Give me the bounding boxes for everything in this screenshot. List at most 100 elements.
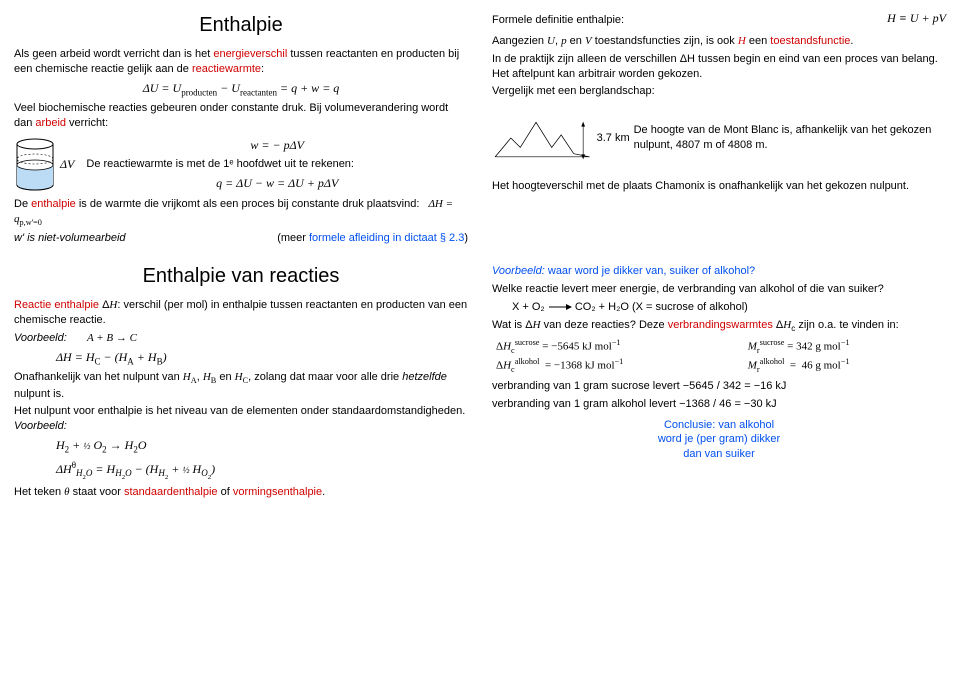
br-p3g: zijn o.a. te vinden in:	[795, 319, 898, 331]
delta-v-label: ΔV	[60, 156, 74, 172]
bl-HA: HA	[183, 371, 197, 383]
beaker-icon	[14, 137, 56, 191]
tr-p2i: een	[746, 35, 770, 47]
bl-p2e: en	[216, 371, 234, 383]
bl-p3: Het nulpunt voor enthalpie is het niveau…	[14, 404, 468, 434]
eq-right: CO₂ + H₂O (X = sucrose of alkohol)	[575, 301, 748, 313]
bl-p4e: of	[218, 486, 233, 498]
dHc-alkohol: ΔHcalkohol = −1368 kJ mol−1	[496, 356, 720, 375]
arrow-icon	[548, 302, 572, 312]
title-reactions: Enthalpie van reacties	[14, 263, 468, 290]
br-p3d: Δ	[773, 319, 783, 331]
tr-p2k: .	[850, 35, 853, 47]
mountain-caption: De hoogte van de Mont Blanc is, afhankel…	[634, 123, 946, 153]
eq-w: w = − pΔV	[86, 137, 468, 153]
term-arbeid: arbeid	[35, 117, 66, 129]
link-afleiding: formele afleiding in dictaat § 2.3	[309, 232, 464, 244]
mountain-row: 3.7 km De hoogte van de Mont Blanc is, a…	[492, 103, 946, 173]
tl-p3c: is de warmte die vrijkomt als een proces…	[76, 198, 420, 210]
br-p1: Voorbeeld: waar word je dikker van, suik…	[492, 264, 946, 279]
bl-HB: HB	[203, 371, 216, 383]
bl-p4a: Het teken	[14, 486, 64, 498]
voorbeeld-label: Voorbeeld:	[14, 332, 67, 344]
eq-dH-h2o: ΔHθH2O = HH2O − (HH2 + ½ HO2)	[28, 459, 468, 482]
eq-Hdef: H ≡ U + pV	[887, 10, 946, 26]
eq-h2o: H2 + ½ O2 → H2O	[28, 437, 468, 456]
panel-formal-def: Formele definitie enthalpie: H ≡ U + pV …	[492, 10, 946, 249]
term-vormingsenthalpie: vormingsenthalpie	[233, 486, 322, 498]
bl-p4: Het teken θ staat voor standaardenthalpi…	[14, 485, 468, 500]
br-p5: verbranding van 1 gram alkohol levert −1…	[492, 397, 946, 412]
tr-p2e: en	[567, 35, 585, 47]
tl-p1: Als geen arbeid wordt verricht dan is he…	[14, 47, 468, 77]
bl-p3a: Het nulpunt voor enthalpie is het niveau…	[14, 405, 465, 417]
br-p3a2: H	[533, 319, 541, 331]
bl-p2a: Onafhankelijk van het nulpunt van	[14, 371, 183, 383]
tl-p3a: De	[14, 198, 31, 210]
bl-p4g: .	[322, 486, 325, 498]
bl-voorbeeld: Voorbeeld: A + B → C	[14, 331, 468, 346]
tl-p2: Veel biochemische reacties gebeuren onde…	[14, 101, 468, 131]
concl2: word je (per gram) dikker	[658, 433, 780, 445]
title-enthalpie: Enthalpie	[14, 12, 468, 39]
bl-p2: Onafhankelijk van het nulpunt van HA, HB…	[14, 370, 468, 401]
bl-p2h: hetzelfde	[402, 371, 447, 383]
br-p3b: van deze reacties? Deze	[541, 319, 668, 331]
tr-H: H	[738, 35, 746, 47]
tl-note1: De reactiewarmte is met de 1ᵉ hoofdwet u…	[86, 157, 468, 172]
br-q: waar word je dikker van, suiker of alkoh…	[545, 265, 755, 277]
br-p2: Welke reactie levert meer energie, de ve…	[492, 282, 946, 297]
Mr-alkohol: Mralkohol = 46 g mol−1	[748, 356, 946, 375]
concl3: dan van suiker	[683, 448, 755, 460]
term-reactiewarmte: reactiewarmte	[192, 63, 261, 75]
tl-p1a: Als geen arbeid wordt verricht dan is he…	[14, 48, 213, 60]
bl-p2g: , zolang dat maar voor alle drie	[248, 371, 402, 383]
bl-p3b: Voorbeeld:	[14, 420, 67, 432]
tl-p2c: verricht:	[66, 117, 108, 129]
conclusion: Conclusie: van alkohol word je (per gram…	[492, 418, 946, 463]
br-p3: Wat is ΔH van deze reacties? Deze verbra…	[492, 318, 946, 334]
tr-p2a: Aangezien	[492, 35, 547, 47]
tl-p1e: :	[261, 63, 264, 75]
tr-p5: Het hoogteverschil met de plaats Chamoni…	[492, 179, 946, 194]
tl-p4d: )	[464, 232, 468, 244]
term-reactie-enthalpie: Reactie enthalpie	[14, 299, 99, 311]
bl-HC: HC	[235, 371, 248, 383]
tr-p4: Vergelijk met een berglandschap:	[492, 84, 946, 99]
br-eq-combust: X + O₂ CO₂ + H₂O (X = sucrose of alkohol…	[492, 300, 946, 315]
Mr-sucrose: Mrsucrose = 342 g mol−1	[748, 337, 946, 356]
term-toestandsfunctie: toestandsfunctie	[770, 35, 850, 47]
panel-enthalpy-intro: Enthalpie Als geen arbeid wordt verricht…	[14, 10, 468, 249]
eq-dHabc: ΔH = HC − (HA + HB)	[28, 349, 468, 368]
mountain-icon	[492, 103, 593, 173]
bl-p1b: Δ	[99, 299, 109, 311]
beaker-row: ΔV w = − pΔV De reactiewarmte is met de …	[14, 134, 468, 194]
tl-p4: w' is niet-volumearbeid (meer formele af…	[14, 231, 468, 246]
bl-p1: Reactie enthalpie ΔH: verschil (per mol)…	[14, 298, 468, 328]
br-p3a: Wat is Δ	[492, 319, 533, 331]
tr-p2g: toestandsfuncties zijn, is ook	[592, 35, 738, 47]
mountain-height: 3.7 km	[597, 131, 630, 146]
tr-V: V	[585, 35, 592, 47]
eq-abc: A + B → C	[87, 332, 137, 344]
bl-p2i: nulpunt is.	[14, 388, 64, 400]
data-grid: ΔHcsucrose = −5645 kJ mol−1 Mrsucrose = …	[496, 337, 946, 375]
panel-example-sugar: Voorbeeld: waar word je dikker van, suik…	[492, 261, 946, 503]
concl1: Conclusie: van alkohol	[664, 419, 774, 431]
tr-p3: In de praktijk zijn alleen de verschille…	[492, 52, 946, 82]
tl-p3: De enthalpie is de warmte die vrijkomt a…	[14, 197, 468, 228]
term-verbrandingswarmtes: verbrandingswarmtes	[668, 319, 773, 331]
eq-deltaU: ΔU = Uproducten − Ureactanten = q + w = …	[14, 80, 468, 99]
tl-p4b: (meer	[277, 232, 309, 244]
term-enthalpie: enthalpie	[31, 198, 76, 210]
eq-left: X + O₂	[512, 301, 545, 313]
tr-U: U	[547, 35, 555, 47]
panel-reaction-enthalpy: Enthalpie van reacties Reactie enthalpie…	[14, 261, 468, 503]
tr-p2: Aangezien U, p en V toestandsfuncties zi…	[492, 34, 946, 49]
bl-p4c: staat voor	[70, 486, 124, 498]
term-energy-diff: energieverschil	[213, 48, 287, 60]
tr-p1: Formele definitie enthalpie:	[492, 13, 881, 28]
eq-q: q = ΔU − w = ΔU + pΔV	[86, 175, 468, 191]
dHc-sucrose: ΔHcsucrose = −5645 kJ mol−1	[496, 337, 720, 356]
tl-p4a: w' is niet-volumearbeid	[14, 232, 126, 244]
